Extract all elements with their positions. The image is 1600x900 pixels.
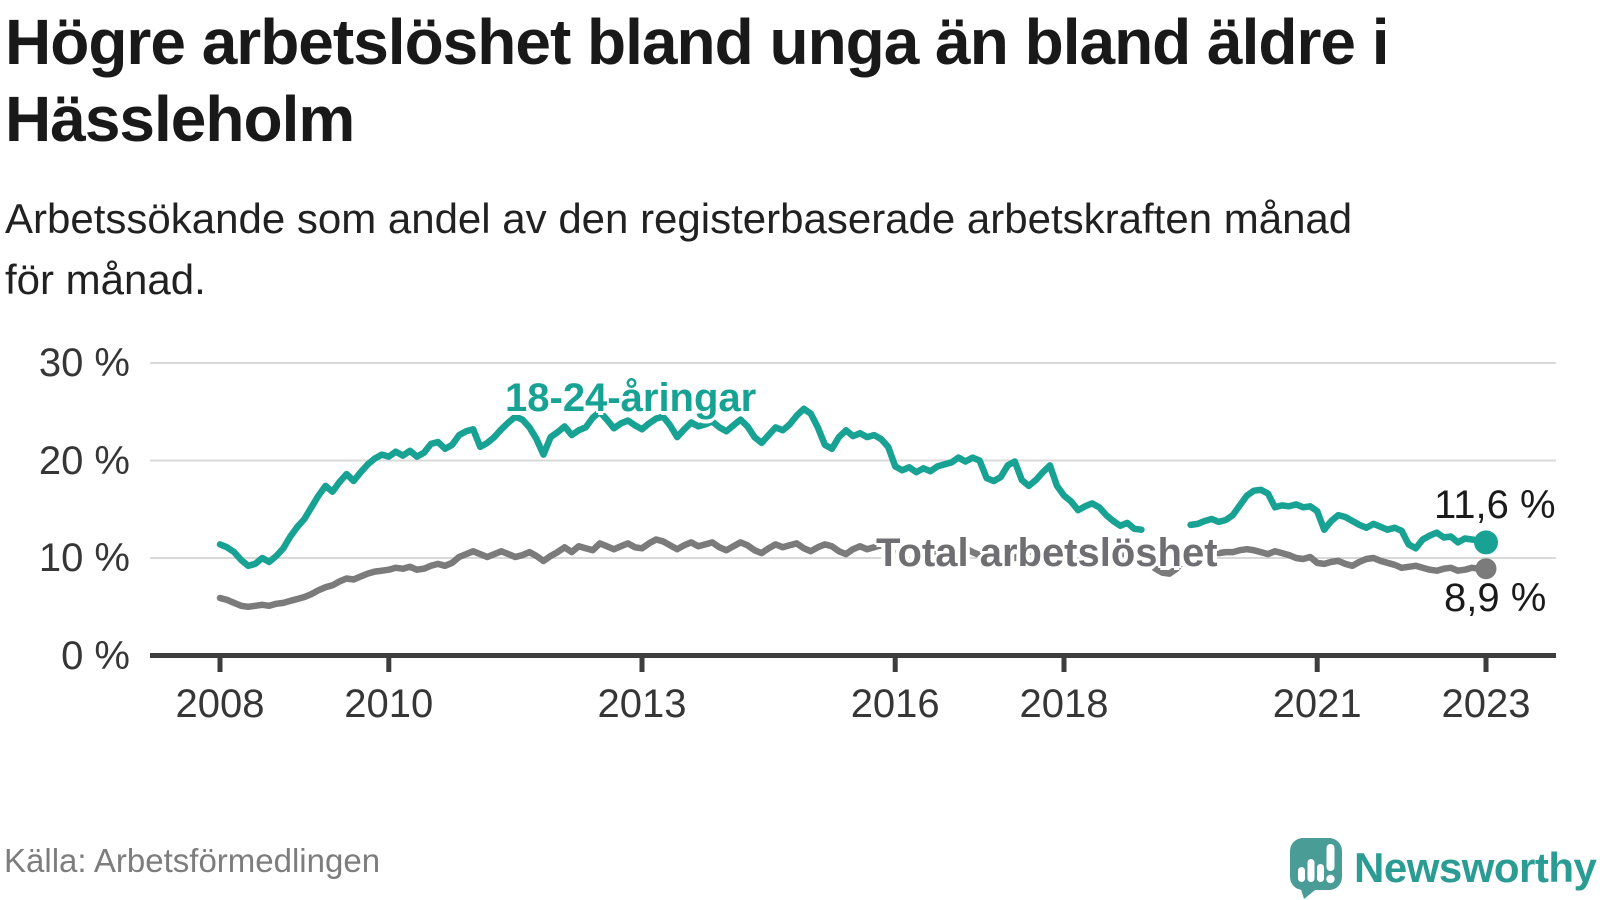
title-line-2: Hässleholm bbox=[5, 83, 355, 155]
series-label-youth: 18-24-åringar bbox=[505, 376, 757, 420]
source-credit: Källa: Arbetsförmedlingen bbox=[4, 842, 381, 879]
x-tick-label-2016: 2016 bbox=[850, 682, 940, 726]
x-tick-label-2023: 2023 bbox=[1441, 682, 1531, 726]
total-end-value-label: 8,9 % bbox=[1444, 576, 1547, 620]
x-tick-label-2013: 2013 bbox=[597, 682, 687, 726]
brand-name: Newsworthy bbox=[1354, 844, 1597, 891]
y-tick-label-20: 20 % bbox=[38, 438, 130, 483]
y-tick-label-30: 30 % bbox=[38, 341, 130, 385]
youth-unemployment-line bbox=[216, 405, 1490, 570]
subtitle-line-1: Arbetssökande som andel av den registerb… bbox=[5, 195, 1353, 242]
page-title: Högre arbetslöshet bland unga än bland ä… bbox=[5, 4, 1390, 158]
chart-subtitle: Arbetssökande som andel av den registerb… bbox=[5, 188, 1352, 310]
youth-line-end-dot bbox=[1474, 530, 1498, 555]
gridlines bbox=[150, 362, 1556, 559]
title-line-1: Högre arbetslöshet bland unga än bland ä… bbox=[5, 6, 1390, 78]
youth-end-value-label: 11,6 % bbox=[1434, 483, 1556, 527]
x-tick-label-2010: 2010 bbox=[344, 682, 434, 726]
subtitle-line-2: för månad. bbox=[5, 256, 206, 303]
x-tick-label-2021: 2021 bbox=[1272, 682, 1362, 726]
x-tick-label-2018: 2018 bbox=[1019, 682, 1109, 726]
y-tick-label-10: 10 % bbox=[38, 536, 130, 580]
newsworthy-logo-icon bbox=[1290, 838, 1342, 899]
total-line-end-dot bbox=[1475, 558, 1497, 580]
y-tick-label-0: 0 % bbox=[61, 633, 130, 678]
total-unemployment-line bbox=[216, 536, 1490, 611]
x-axis-ticks bbox=[217, 658, 1489, 672]
x-tick-label-2008: 2008 bbox=[175, 682, 265, 726]
series-label-total: Total arbetslöshet bbox=[876, 531, 1218, 575]
